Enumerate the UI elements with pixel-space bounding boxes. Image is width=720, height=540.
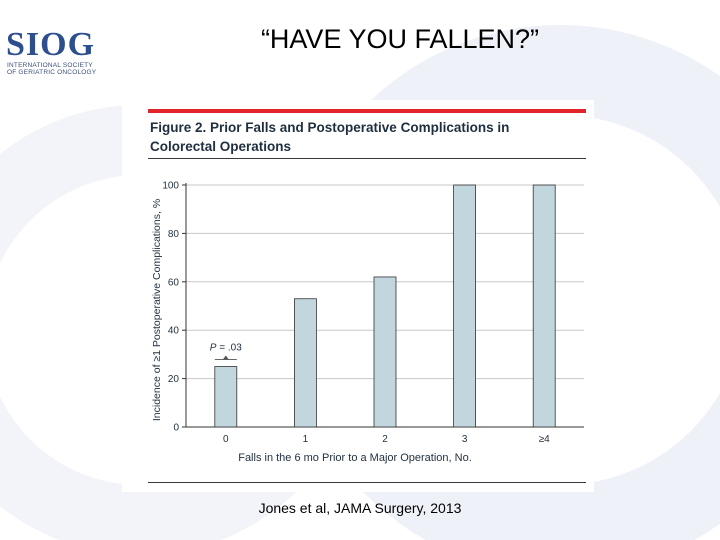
y-tick-label: 60 <box>168 277 180 288</box>
logo-subtitle-line-2: OF GERIATRIC ONCOLOGY <box>7 69 97 76</box>
bar <box>532 184 556 428</box>
annotation-label: P = .03 <box>210 343 242 354</box>
logo-wordmark: SIOG <box>6 26 96 63</box>
figure-bottom-rule <box>148 482 586 483</box>
y-tick-label: 100 <box>162 181 179 192</box>
annotation-p-symbol: P <box>210 343 217 354</box>
y-tick-label: 80 <box>168 229 180 240</box>
slide-title: “HAVE YOU FALLEN?” <box>260 24 540 54</box>
logo-subtitle-line-1: INTERNATIONAL SOCIETY <box>7 62 93 69</box>
bar <box>373 276 397 428</box>
citation: Jones et al, JAMA Surgery, 2013 <box>258 500 462 516</box>
bar <box>293 298 317 428</box>
bar-chart: 0 20 40 60 80 100 0 1 2 3 ≥4 P = .03 Falls in the 6 … <box>151 181 584 464</box>
y-tick-label: 0 <box>173 423 179 434</box>
x-axis-label: Falls in the 6 mo Prior to a Major Opera… <box>238 452 472 464</box>
x-tick-label: 3 <box>462 434 468 445</box>
bar <box>214 366 238 428</box>
siog-logo: SIOG INTERNATIONAL SOCIETY OF GERIATRIC … <box>6 28 110 78</box>
figure-title-rule <box>148 158 586 159</box>
annotation-p-value: = .03 <box>216 343 242 354</box>
y-axis-label: Incidence of ≥1 Postoperative Complicati… <box>151 199 163 421</box>
bar <box>453 184 477 428</box>
figure-accent-bar <box>148 109 586 113</box>
y-tick-label: 40 <box>168 326 180 337</box>
x-tick-label: 0 <box>223 434 229 445</box>
y-tick-label: 20 <box>168 374 180 385</box>
chart-title: Figure 2. Prior Falls and Postoperative … <box>150 120 510 154</box>
x-tick-label: 1 <box>303 434 309 445</box>
annotation-marker <box>222 355 229 360</box>
figure-panel: Figure 2. Prior Falls and Postoperative … <box>122 100 594 492</box>
x-tick-label: 2 <box>382 434 388 445</box>
x-tick-label: ≥4 <box>539 434 550 445</box>
